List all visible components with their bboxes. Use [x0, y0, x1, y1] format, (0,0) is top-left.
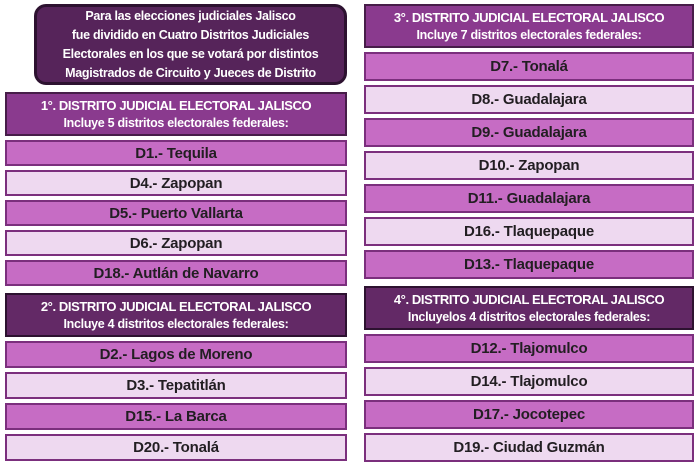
district-label: D5.- Puerto Vallarta	[109, 204, 243, 222]
intro-box: Para las elecciones judiciales Jalisco fu…	[34, 4, 347, 85]
section-title: 3°. DISTRITO JUDICIAL ELECTORAL JALISCO	[393, 10, 665, 25]
district-label: D2.- Lagos de Moreno	[99, 346, 253, 363]
district-label: D19.- Ciudad Guzmán	[453, 439, 605, 456]
district-label: D11.- Guadalajara	[467, 190, 591, 207]
district-label: D12.- Tlajomulco	[470, 340, 588, 357]
section-header: 2°. DISTRITO JUDICIAL ELECTORAL JALISCO …	[5, 293, 347, 337]
district-section-3: 3°. DISTRITO JUDICIAL ELECTORAL JALISCO …	[364, 4, 694, 279]
section-header: 3°. DISTRITO JUDICIAL ELECTORAL JALISCO …	[364, 4, 694, 48]
intro-line: Magistrados de Circuito y Jueces de Dist…	[65, 65, 316, 80]
district-row: D18.- Autlán de Navarro	[5, 260, 347, 286]
district-label: D8.- Guadalajara	[471, 91, 587, 108]
district-label: D16.- Tlaquepaque	[464, 223, 594, 240]
district-row: D3.- Tepatitlán	[5, 372, 347, 399]
right-column: 3°. DISTRITO JUDICIAL ELECTORAL JALISCO …	[364, 4, 694, 468]
district-row: D8.- Guadalajara	[364, 85, 694, 114]
section-title: 1°. DISTRITO JUDICIAL ELECTORAL JALISCO	[40, 98, 312, 113]
district-row: D14.- Tlajomulco	[364, 367, 694, 396]
intro-line: Electorales en los que se votará por dis…	[62, 46, 319, 61]
district-rows: D7.- Tonalá D8.- Guadalajara D9.- Guadalaj…	[364, 52, 694, 279]
section-title: 4°. DISTRITO JUDICIAL ELECTORAL JALISCO	[393, 292, 665, 307]
district-row: D20.- Tonalá	[5, 434, 347, 461]
district-rows: D2.- Lagos de Moreno D3.- Tepatitlán D15.-…	[5, 341, 347, 461]
district-row: D11.- Guadalajara	[364, 184, 694, 213]
district-row: D9.- Guadalajara	[364, 118, 694, 147]
district-row: D13.- Tlaquepaque	[364, 250, 694, 279]
district-row: D17.- Jocotepec	[364, 400, 694, 429]
district-row: D15.- La Barca	[5, 403, 347, 430]
district-section-1: 1°. DISTRITO JUDICIAL ELECTORAL JALISCO …	[5, 92, 347, 286]
district-rows: D1.- Tequila D4.- Zapopan D5.- Puerto Vall…	[5, 140, 347, 286]
district-label: D13.- Tlaquepaque	[464, 256, 594, 273]
district-row: D6.- Zapopan	[5, 230, 347, 256]
district-label: D18.- Autlán de Navarro	[93, 264, 259, 282]
district-row: D12.- Tlajomulco	[364, 334, 694, 363]
district-label: D6.- Zapopan	[129, 234, 223, 252]
district-row: D2.- Lagos de Moreno	[5, 341, 347, 368]
district-row: D1.- Tequila	[5, 140, 347, 166]
intro-line: Para las elecciones judiciales Jalisco	[85, 8, 296, 23]
district-label: D4.- Zapopan	[129, 174, 223, 192]
district-label: D17.- Jocotepec	[472, 406, 586, 423]
district-label: D20.- Tonalá	[133, 439, 219, 456]
district-row: D19.- Ciudad Guzmán	[364, 433, 694, 462]
district-label: D3.- Tepatitlán	[126, 377, 226, 394]
section-subtitle: Incluye 7 distritos electorales federale…	[416, 28, 642, 42]
district-label: D14.- Tlajomulco	[470, 373, 588, 390]
section-header: 4°. DISTRITO JUDICIAL ELECTORAL JALISCO …	[364, 286, 694, 330]
district-label: D15.- La Barca	[125, 408, 227, 425]
district-row: D7.- Tonalá	[364, 52, 694, 81]
intro-line: fue dividido en Cuatro Distritos Judicia…	[71, 27, 310, 42]
left-column: Para las elecciones judiciales Jalisco fu…	[5, 4, 347, 468]
district-rows: D12.- Tlajomulco D14.- Tlajomulco D17.- Jo…	[364, 334, 694, 462]
district-row: D10.- Zapopan	[364, 151, 694, 180]
district-label: D9.- Guadalajara	[471, 124, 587, 141]
section-subtitle: Incluye 5 distritos electorales federale…	[63, 116, 289, 130]
district-row: D16.- Tlaquepaque	[364, 217, 694, 246]
district-label: D7.- Tonalá	[490, 58, 568, 75]
section-header: 1°. DISTRITO JUDICIAL ELECTORAL JALISCO …	[5, 92, 347, 136]
district-section-4: 4°. DISTRITO JUDICIAL ELECTORAL JALISCO …	[364, 286, 694, 462]
district-label: D10.- Zapopan	[478, 157, 580, 174]
district-label: D1.- Tequila	[135, 144, 217, 162]
section-subtitle: Incluye 4 distritos electorales federale…	[63, 317, 289, 331]
district-section-2: 2°. DISTRITO JUDICIAL ELECTORAL JALISCO …	[5, 293, 347, 461]
section-subtitle: Incluyelos 4 distritos electorales feder…	[407, 310, 651, 324]
section-title: 2°. DISTRITO JUDICIAL ELECTORAL JALISCO	[40, 299, 312, 314]
district-row: D4.- Zapopan	[5, 170, 347, 196]
district-row: D5.- Puerto Vallarta	[5, 200, 347, 226]
